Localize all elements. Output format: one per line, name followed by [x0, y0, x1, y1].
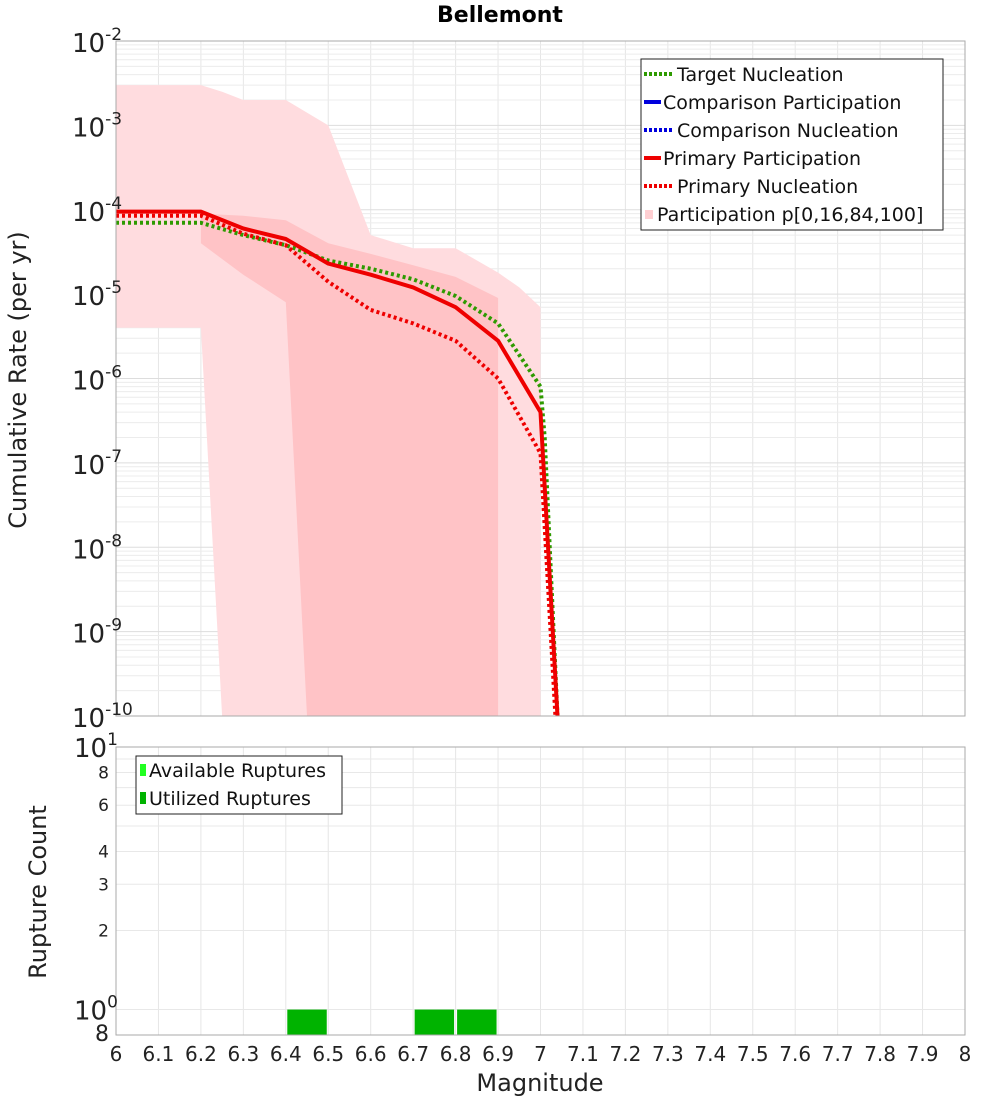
- bottom-y-tick-label: 8: [95, 1022, 109, 1047]
- series-target-nucleation: [116, 220, 560, 717]
- bottom-y-axis-label: Rupture Count: [24, 805, 52, 979]
- bar-utilized-ruptures: [457, 1009, 497, 1035]
- bottom-y-tick-label: 3: [98, 875, 109, 895]
- x-tick-label: 6.3: [227, 1042, 259, 1066]
- x-tick-label: 6.8: [440, 1042, 472, 1066]
- x-tick-label: 7.6: [779, 1042, 811, 1066]
- legend-label: Comparison Nucleation: [677, 120, 899, 142]
- x-tick-label: 6.2: [185, 1042, 217, 1066]
- top-legend-box: [640, 58, 944, 231]
- x-tick-label: 6.7: [397, 1042, 429, 1066]
- legend-label: Primary Participation: [663, 148, 861, 170]
- legend-label: Participation p[0,16,84,100]: [657, 204, 923, 226]
- x-tick-label: 6.5: [312, 1042, 344, 1066]
- bottom-legend-box: [135, 755, 343, 815]
- top-y-tick-label: 10-9: [72, 616, 122, 650]
- legend-label: Primary Nucleation: [677, 176, 858, 198]
- bar-utilized-ruptures: [414, 1009, 455, 1035]
- band-p16-p84: [200, 213, 499, 716]
- top-y-tick-label: 10-7: [72, 447, 122, 481]
- top-y-tick-label: 10-4: [72, 194, 122, 228]
- top-y-tick-label: 10-8: [72, 531, 122, 565]
- legend-swatch: [645, 210, 653, 219]
- legend-label: Comparison Participation: [663, 92, 901, 114]
- x-tick-label: 6.1: [143, 1042, 175, 1066]
- bottom-y-tick-label: 101: [74, 730, 118, 764]
- bar-utilized-ruptures: [287, 1009, 327, 1035]
- x-tick-label: 7.8: [864, 1042, 896, 1066]
- top-plot-frame: [115, 40, 966, 717]
- top-y-tick-label: 10-2: [72, 25, 122, 59]
- x-tick-label: 7.9: [907, 1042, 939, 1066]
- bottom-y-tick-label: 100: [74, 993, 118, 1027]
- x-tick-label: 6.9: [482, 1042, 514, 1066]
- x-tick-label: 6.4: [270, 1042, 302, 1066]
- x-tick-label: 7.4: [694, 1042, 726, 1066]
- x-axis-label: Magnitude: [476, 1069, 603, 1097]
- x-tick-label: 7.1: [567, 1042, 599, 1066]
- x-tick-label: 7: [534, 1042, 547, 1066]
- bottom-plot-frame: [115, 746, 966, 1036]
- legend-swatch: [140, 764, 146, 776]
- legend-label: Target Nucleation: [676, 64, 844, 86]
- top-y-tick-label: 10-6: [72, 363, 122, 397]
- x-tick-label: 7.7: [822, 1042, 854, 1066]
- x-tick-label: 6: [110, 1042, 123, 1066]
- bottom-y-tick-label: 8: [98, 763, 109, 783]
- top-y-tick-label: 10-10: [72, 700, 133, 734]
- x-tick-label: 6.6: [355, 1042, 387, 1066]
- top-y-axis-label: Cumulative Rate (per yr): [4, 231, 32, 529]
- bottom-y-tick-label: 6: [98, 796, 109, 816]
- top-y-tick-label: 10-5: [72, 278, 122, 312]
- top-y-tick-label: 10-3: [72, 109, 122, 143]
- bottom-y-tick-label: 4: [98, 842, 109, 862]
- legend-label: Utilized Ruptures: [149, 788, 311, 810]
- chart-title: Bellemont: [437, 3, 563, 28]
- bottom-y-tick-label: 2: [98, 922, 109, 942]
- legend-swatch: [140, 792, 146, 804]
- x-tick-label: 7.5: [737, 1042, 769, 1066]
- series-primary-participation: [116, 209, 560, 717]
- legend-label: Available Ruptures: [149, 760, 326, 782]
- x-tick-label: 7.3: [652, 1042, 684, 1066]
- x-tick-label: 8: [959, 1042, 972, 1066]
- x-tick-label: 7.2: [609, 1042, 641, 1066]
